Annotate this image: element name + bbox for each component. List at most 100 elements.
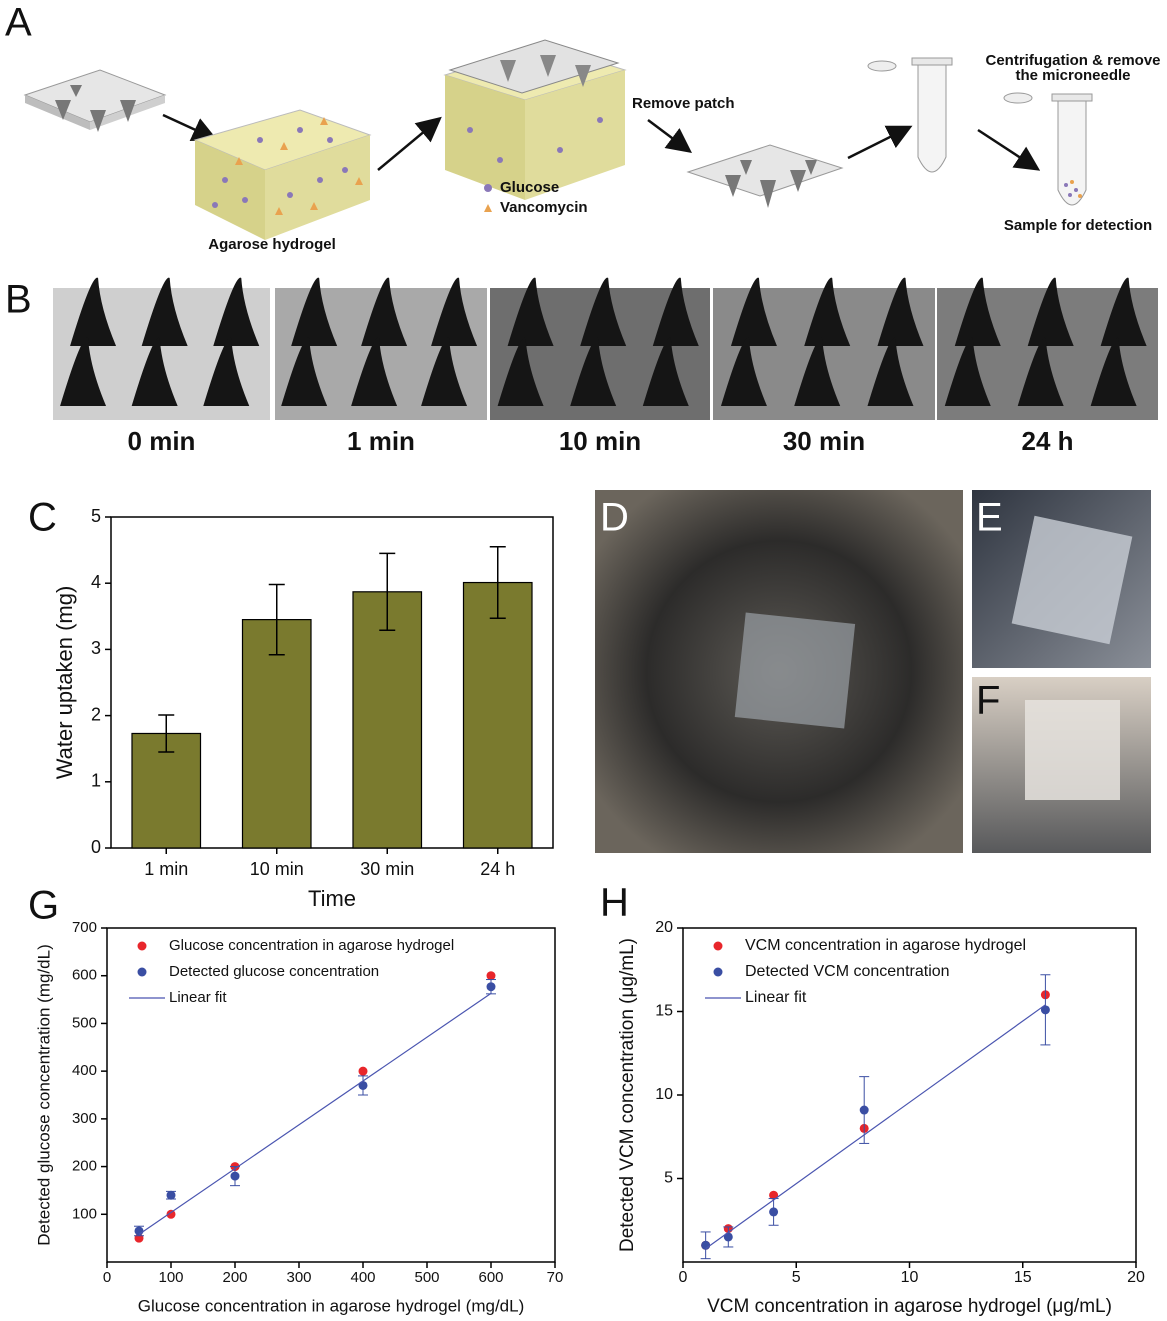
data-point [486,982,496,992]
y-tick-label: 200 [72,1158,97,1175]
needle [281,337,328,406]
y-tick-label: 700 [72,919,97,936]
x-tick-label: 300 [286,1269,311,1286]
time-label: 1 min [347,426,415,456]
needle [507,277,554,346]
photo-strip [53,277,1158,420]
legend-label: Linear fit [169,989,227,1006]
y-tick-label: 0 [91,837,101,857]
needle [1100,277,1147,346]
x-tick-label: 10 min [250,859,304,879]
y-tick-label: 4 [91,572,101,592]
time-label: 0 min [128,426,196,456]
needle [431,277,478,346]
needle [944,337,991,406]
step-label: the microneedle [1015,67,1130,84]
needle [213,277,260,346]
legend-marker [713,941,723,951]
legend-marker [713,967,723,977]
needle [421,337,468,406]
step-label: Centrifugation & remove [985,52,1160,69]
x-tick-label: 30 min [360,859,414,879]
x-tick-label: 600 [478,1269,503,1286]
needle [954,277,1001,346]
y-tick-label: 5 [91,506,101,526]
panel-label: D [600,496,629,540]
x-tick-label: 5 [792,1269,801,1286]
data-point [859,1105,869,1115]
x-tick-label: 400 [350,1269,375,1286]
y-tick-label: 3 [91,638,101,658]
legend-marker [137,967,147,977]
panel-label: A [5,1,32,45]
needle [1090,337,1137,406]
legend-marker [137,941,147,951]
x-tick-label: 20 [1127,1269,1145,1286]
needle [804,277,851,346]
y-tick-label: 500 [72,1014,97,1031]
x-tick-label: 200 [222,1269,247,1286]
data-point [486,971,496,981]
legend-label: Vancomycin [500,199,588,216]
legend-label: Linear fit [745,989,807,1006]
y-tick-label: 300 [72,1110,97,1127]
bar [462,581,533,849]
y-tick-label: 100 [72,1205,97,1222]
y-tick-label: 2 [91,704,101,724]
legend-label: Glucose [500,179,559,196]
legend-label: Glucose concentration in agarose hydroge… [169,937,454,954]
plot-frame [110,516,554,849]
x-tick-label: 24 h [480,859,515,879]
needle [867,337,914,406]
y-tick-label: 400 [72,1062,97,1079]
bar [352,591,423,849]
needle [642,337,689,406]
patch-photo [734,612,856,729]
panel-label: H [600,881,629,925]
y-tick-label: 15 [655,1003,673,1020]
needle [877,277,924,346]
time-label: 30 min [783,426,865,456]
x-axis-label: VCM concentration in agarose hydrogel (μ… [707,1296,1112,1317]
hydrogel-label: Agarose hydrogel [208,236,336,253]
time-label: 10 min [559,426,641,456]
data-point [769,1207,779,1217]
needle [497,337,544,406]
data-point [769,1190,779,1200]
needle [361,277,408,346]
legend-label: Detected glucose concentration [169,963,379,980]
y-tick-label: 1 [91,771,101,791]
data-point [1040,1005,1050,1015]
patch-photo [1011,515,1133,645]
x-tick-label: 100 [158,1269,183,1286]
x-tick-label: 0 [679,1269,688,1286]
x-tick-label: 0 [103,1269,111,1286]
panel-label: E [976,496,1003,540]
x-tick-label: 10 [901,1269,919,1286]
needle [60,337,107,406]
step-label: Sample for detection [1004,217,1152,234]
data-point [166,1190,176,1200]
x-axis-label: Time [308,886,356,911]
y-tick-label: 20 [655,919,673,936]
panel-label: G [28,884,59,928]
needle [70,277,117,346]
bar [241,619,312,849]
needle [794,337,841,406]
x-tick-label: 70 [547,1269,564,1286]
y-axis-label: Detected VCM concentration (μg/mL) [617,938,638,1252]
fit-line [138,992,492,1235]
y-axis-label: Detected glucose concentration (mg/dL) [34,944,53,1245]
needle [720,337,767,406]
panel-label: B [5,278,32,322]
data-point [230,1171,240,1181]
step-label: Remove patch [632,95,735,112]
data-point [723,1232,733,1242]
needle [1027,277,1074,346]
patch-photo [1025,700,1120,800]
needle [131,337,178,406]
panel-label: F [976,679,1000,723]
needle [730,277,777,346]
needle [203,337,250,406]
